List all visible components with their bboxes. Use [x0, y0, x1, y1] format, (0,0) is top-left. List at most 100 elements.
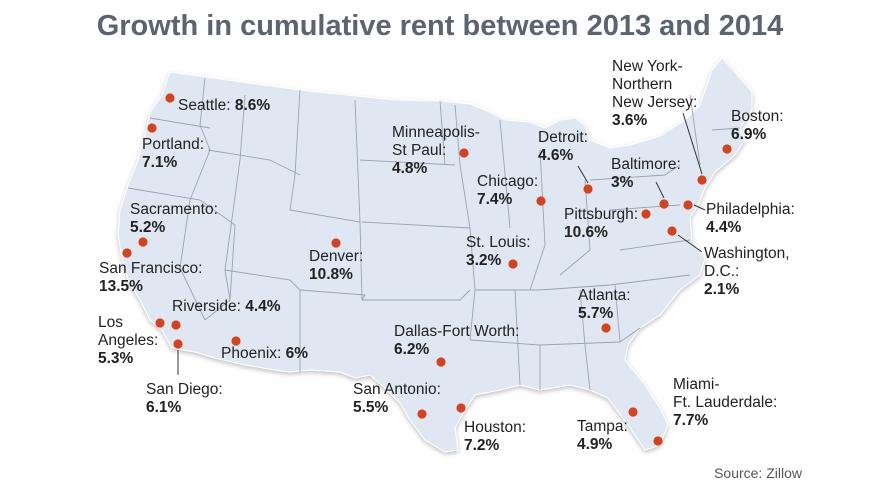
- state-border-line: [361, 221, 471, 229]
- rent-growth-value: 7.4%: [477, 191, 513, 208]
- rent-growth-value: 7.1%: [142, 154, 178, 171]
- new-york-marker: [697, 175, 707, 185]
- rent-growth-value: 2.1%: [704, 281, 740, 298]
- rent-growth-value: 3.2%: [466, 252, 502, 269]
- atlanta-label: Atlanta: 5.7%: [578, 287, 631, 323]
- state-border-line: [454, 104, 471, 229]
- state-border-line: [439, 100, 446, 166]
- city-name: Northern: [612, 76, 673, 93]
- city-name: Washington,: [704, 245, 790, 262]
- city-name: San Antonio:: [353, 381, 441, 398]
- pittsburgh-label: Pittsburgh: 10.6%: [564, 206, 638, 242]
- rent-growth-value: 4.9%: [577, 436, 613, 453]
- philadelphia-leader-line: [693, 204, 706, 211]
- state-border-line: [514, 289, 521, 386]
- san-diego-label: San Diego: 6.1%: [146, 381, 223, 417]
- state-border-line: [614, 284, 621, 343]
- denver-label: Denver: 10.8%: [309, 248, 363, 284]
- rent-growth-value: 5.5%: [353, 399, 389, 416]
- us-landmass: [117, 57, 753, 453]
- phoenix-marker: [231, 336, 241, 346]
- city-name: Tampa:: [577, 418, 628, 435]
- state-border-line: [354, 99, 361, 223]
- city-name: Phoenix:: [221, 345, 282, 362]
- city-name: Ft. Lauderdale:: [673, 394, 778, 411]
- city-name: San Diego:: [146, 381, 223, 398]
- rent-growth-value: 6.1%: [146, 399, 182, 416]
- rent-growth-value: 4.4%: [245, 298, 281, 315]
- state-border-line: [689, 94, 701, 166]
- philadelphia-label: Philadelphia: 4.4%: [706, 201, 795, 237]
- state-border-line: [609, 204, 681, 211]
- state-border-line: [559, 179, 591, 276]
- state-border-line: [579, 289, 591, 391]
- rent-growth-value: 4.8%: [392, 160, 428, 177]
- baltimore-marker: [659, 199, 669, 209]
- san-diego-marker: [173, 339, 183, 349]
- detroit-label: Detroit: 4.6%: [538, 129, 588, 165]
- boston-label: Boston: 6.9%: [731, 108, 784, 144]
- houston-marker: [456, 403, 466, 413]
- san-antonio-marker: [417, 409, 427, 419]
- city-name: Portland:: [142, 136, 205, 153]
- washington-label: Washington, D.C.: 2.1%: [704, 245, 790, 299]
- los-angeles-marker: [155, 318, 165, 328]
- rent-growth-value: 6.2%: [394, 341, 430, 358]
- city-name: Seattle:: [178, 97, 231, 114]
- rent-growth-value: 10.6%: [564, 224, 608, 241]
- st-louis-marker: [508, 259, 518, 269]
- state-border-line: [207, 149, 301, 176]
- san-francisco-marker: [122, 248, 132, 258]
- atlanta-marker: [601, 323, 611, 333]
- city-name: D.C.:: [704, 263, 740, 280]
- seattle-marker: [165, 93, 175, 103]
- source-note: Source: Zillow: [714, 465, 802, 481]
- los-angeles-label: Los Angeles: 5.3%: [98, 314, 158, 368]
- rent-growth-value: 5.7%: [578, 305, 614, 322]
- san-francisco-label: San Francisco: 13.5%: [99, 260, 202, 296]
- minneapolis-marker: [459, 148, 469, 158]
- state-border-line: [204, 224, 236, 321]
- new-york-label: New York- Northern New Jersey: 3.6%: [612, 58, 697, 130]
- new-york-leader-line: [682, 112, 703, 175]
- sacramento-marker: [138, 237, 148, 247]
- state-border-line: [299, 289, 366, 301]
- tampa-label: Tampa: 4.9%: [577, 418, 628, 454]
- pittsburgh-marker: [641, 209, 651, 219]
- city-name: Atlanta:: [578, 287, 631, 304]
- state-border-line: [224, 269, 301, 291]
- state-borders: [127, 77, 741, 391]
- state-border-line: [619, 239, 691, 251]
- rent-growth-value: 13.5%: [99, 278, 143, 295]
- state-border-line: [362, 289, 471, 301]
- rent-growth-value: 10.8%: [309, 266, 353, 283]
- city-name: Angeles:: [98, 332, 159, 349]
- rent-growth-value: 8.6%: [234, 97, 271, 114]
- miami-label: Miami- Ft. Lauderdale: 7.7%: [673, 376, 777, 430]
- map-title: Growth in cumulative rent between 2013 a…: [96, 10, 784, 42]
- city-name: Denver:: [309, 248, 364, 265]
- washington-leader-line: [677, 234, 703, 253]
- state-border-line: [189, 77, 211, 201]
- state-border-line: [179, 199, 206, 321]
- state-border-line: [475, 274, 691, 291]
- city-name: Sacramento:: [130, 201, 218, 218]
- state-border-line: [499, 119, 511, 229]
- boston-marker: [722, 144, 732, 154]
- philadelphia-marker: [683, 200, 693, 210]
- washington-marker: [667, 226, 677, 236]
- rent-growth-value: 4.6%: [538, 147, 574, 164]
- rent-growth-value: 5.2%: [130, 219, 166, 236]
- rent-growth-value: 6%: [285, 345, 309, 362]
- city-name: St Paul:: [392, 142, 447, 159]
- sacramento-label: Sacramento: 5.2%: [130, 201, 218, 237]
- city-name: Minneapolis-: [392, 124, 480, 141]
- city-markers: [122, 93, 732, 446]
- riverside-marker: [171, 320, 181, 330]
- city-name: Pittsburgh:: [564, 206, 639, 223]
- rent-growth-value: 7.2%: [464, 437, 500, 454]
- city-name: Boston:: [731, 108, 784, 125]
- dallas-label: Dallas-Fort Worth: 6.2%: [394, 323, 519, 359]
- city-name: Dallas-Fort Worth:: [394, 323, 520, 340]
